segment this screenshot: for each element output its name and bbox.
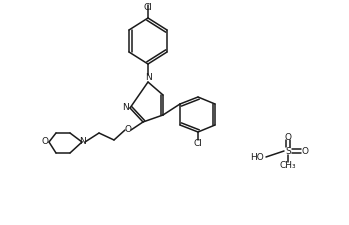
Text: O: O — [302, 146, 309, 155]
Text: N: N — [144, 74, 151, 83]
Text: HO: HO — [250, 153, 264, 162]
Text: O: O — [125, 126, 132, 135]
Text: CH₃: CH₃ — [280, 162, 296, 171]
Text: N: N — [122, 104, 129, 112]
Text: O: O — [41, 137, 48, 146]
Text: O: O — [284, 133, 291, 142]
Text: N: N — [79, 137, 86, 146]
Text: Cl: Cl — [143, 4, 153, 13]
Text: Cl: Cl — [194, 140, 202, 148]
Text: S: S — [285, 146, 291, 155]
